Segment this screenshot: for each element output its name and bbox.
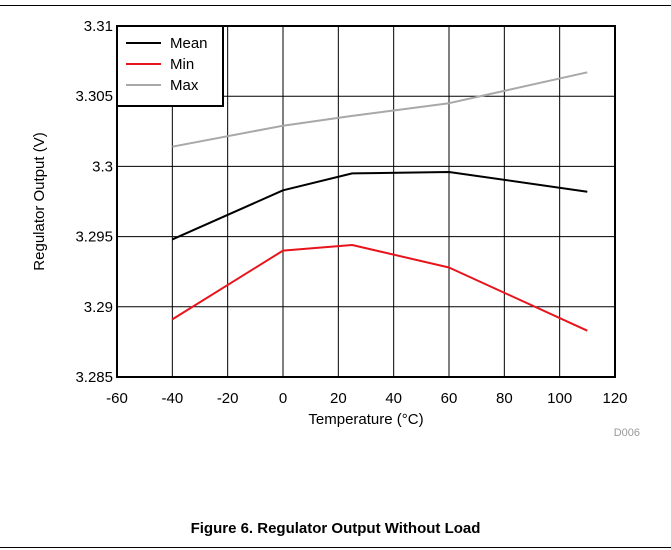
- y-tick-label: 3.31: [84, 18, 113, 35]
- x-tick-label: 20: [330, 390, 347, 407]
- y-axis-label: Regulator Output (V): [31, 132, 48, 270]
- bottom-rule: [0, 547, 671, 548]
- figure-id-label: D006: [614, 427, 640, 439]
- x-tick-label: 60: [441, 390, 458, 407]
- x-tick-label: 0: [279, 390, 287, 407]
- x-tick-label: 100: [547, 390, 572, 407]
- y-tick-labels: 3.285 3.29 3.295 3.3 3.305 3.31: [75, 18, 113, 386]
- y-tick-label: 3.29: [84, 299, 113, 316]
- regulator-output-chart: -60 -40 -20 0 20 40 60 80 100 120 3.2853.293.2953…: [31, 18, 640, 439]
- x-tick-label: -40: [161, 390, 183, 407]
- series-line-min: [171, 244, 588, 332]
- figure-caption: Figure 6. Regulator Output Without Load: [190, 520, 481, 537]
- legend-label-max: Max: [170, 77, 199, 94]
- x-tick-label: -20: [217, 390, 239, 407]
- y-tick-label: 3.305: [75, 88, 113, 105]
- series-line-max: [172, 71, 588, 148]
- x-tick-labels: -60 -40 -20 0 20 40 60 80 100 120: [106, 390, 627, 407]
- legend-box: [116, 25, 224, 107]
- top-rule: [0, 5, 671, 6]
- legend-label-mean: Mean: [170, 35, 208, 52]
- x-tick-label: 80: [496, 390, 513, 407]
- legend: Mean Min Max: [116, 25, 224, 107]
- x-tick-label: 120: [602, 390, 627, 407]
- x-tick-label: -60: [106, 390, 128, 407]
- series-line-mean: [171, 171, 588, 241]
- x-axis-label: Temperature (°C): [308, 411, 423, 428]
- legend-label-min: Min: [170, 56, 194, 73]
- y-tick-label: 3.3: [92, 158, 113, 175]
- x-tick-label: 40: [385, 390, 402, 407]
- series-lines: [171, 71, 588, 332]
- y-tick-label: 3.295: [75, 229, 113, 246]
- plot-frame: [116, 25, 616, 378]
- y-tick-label: 3.285: [75, 369, 113, 386]
